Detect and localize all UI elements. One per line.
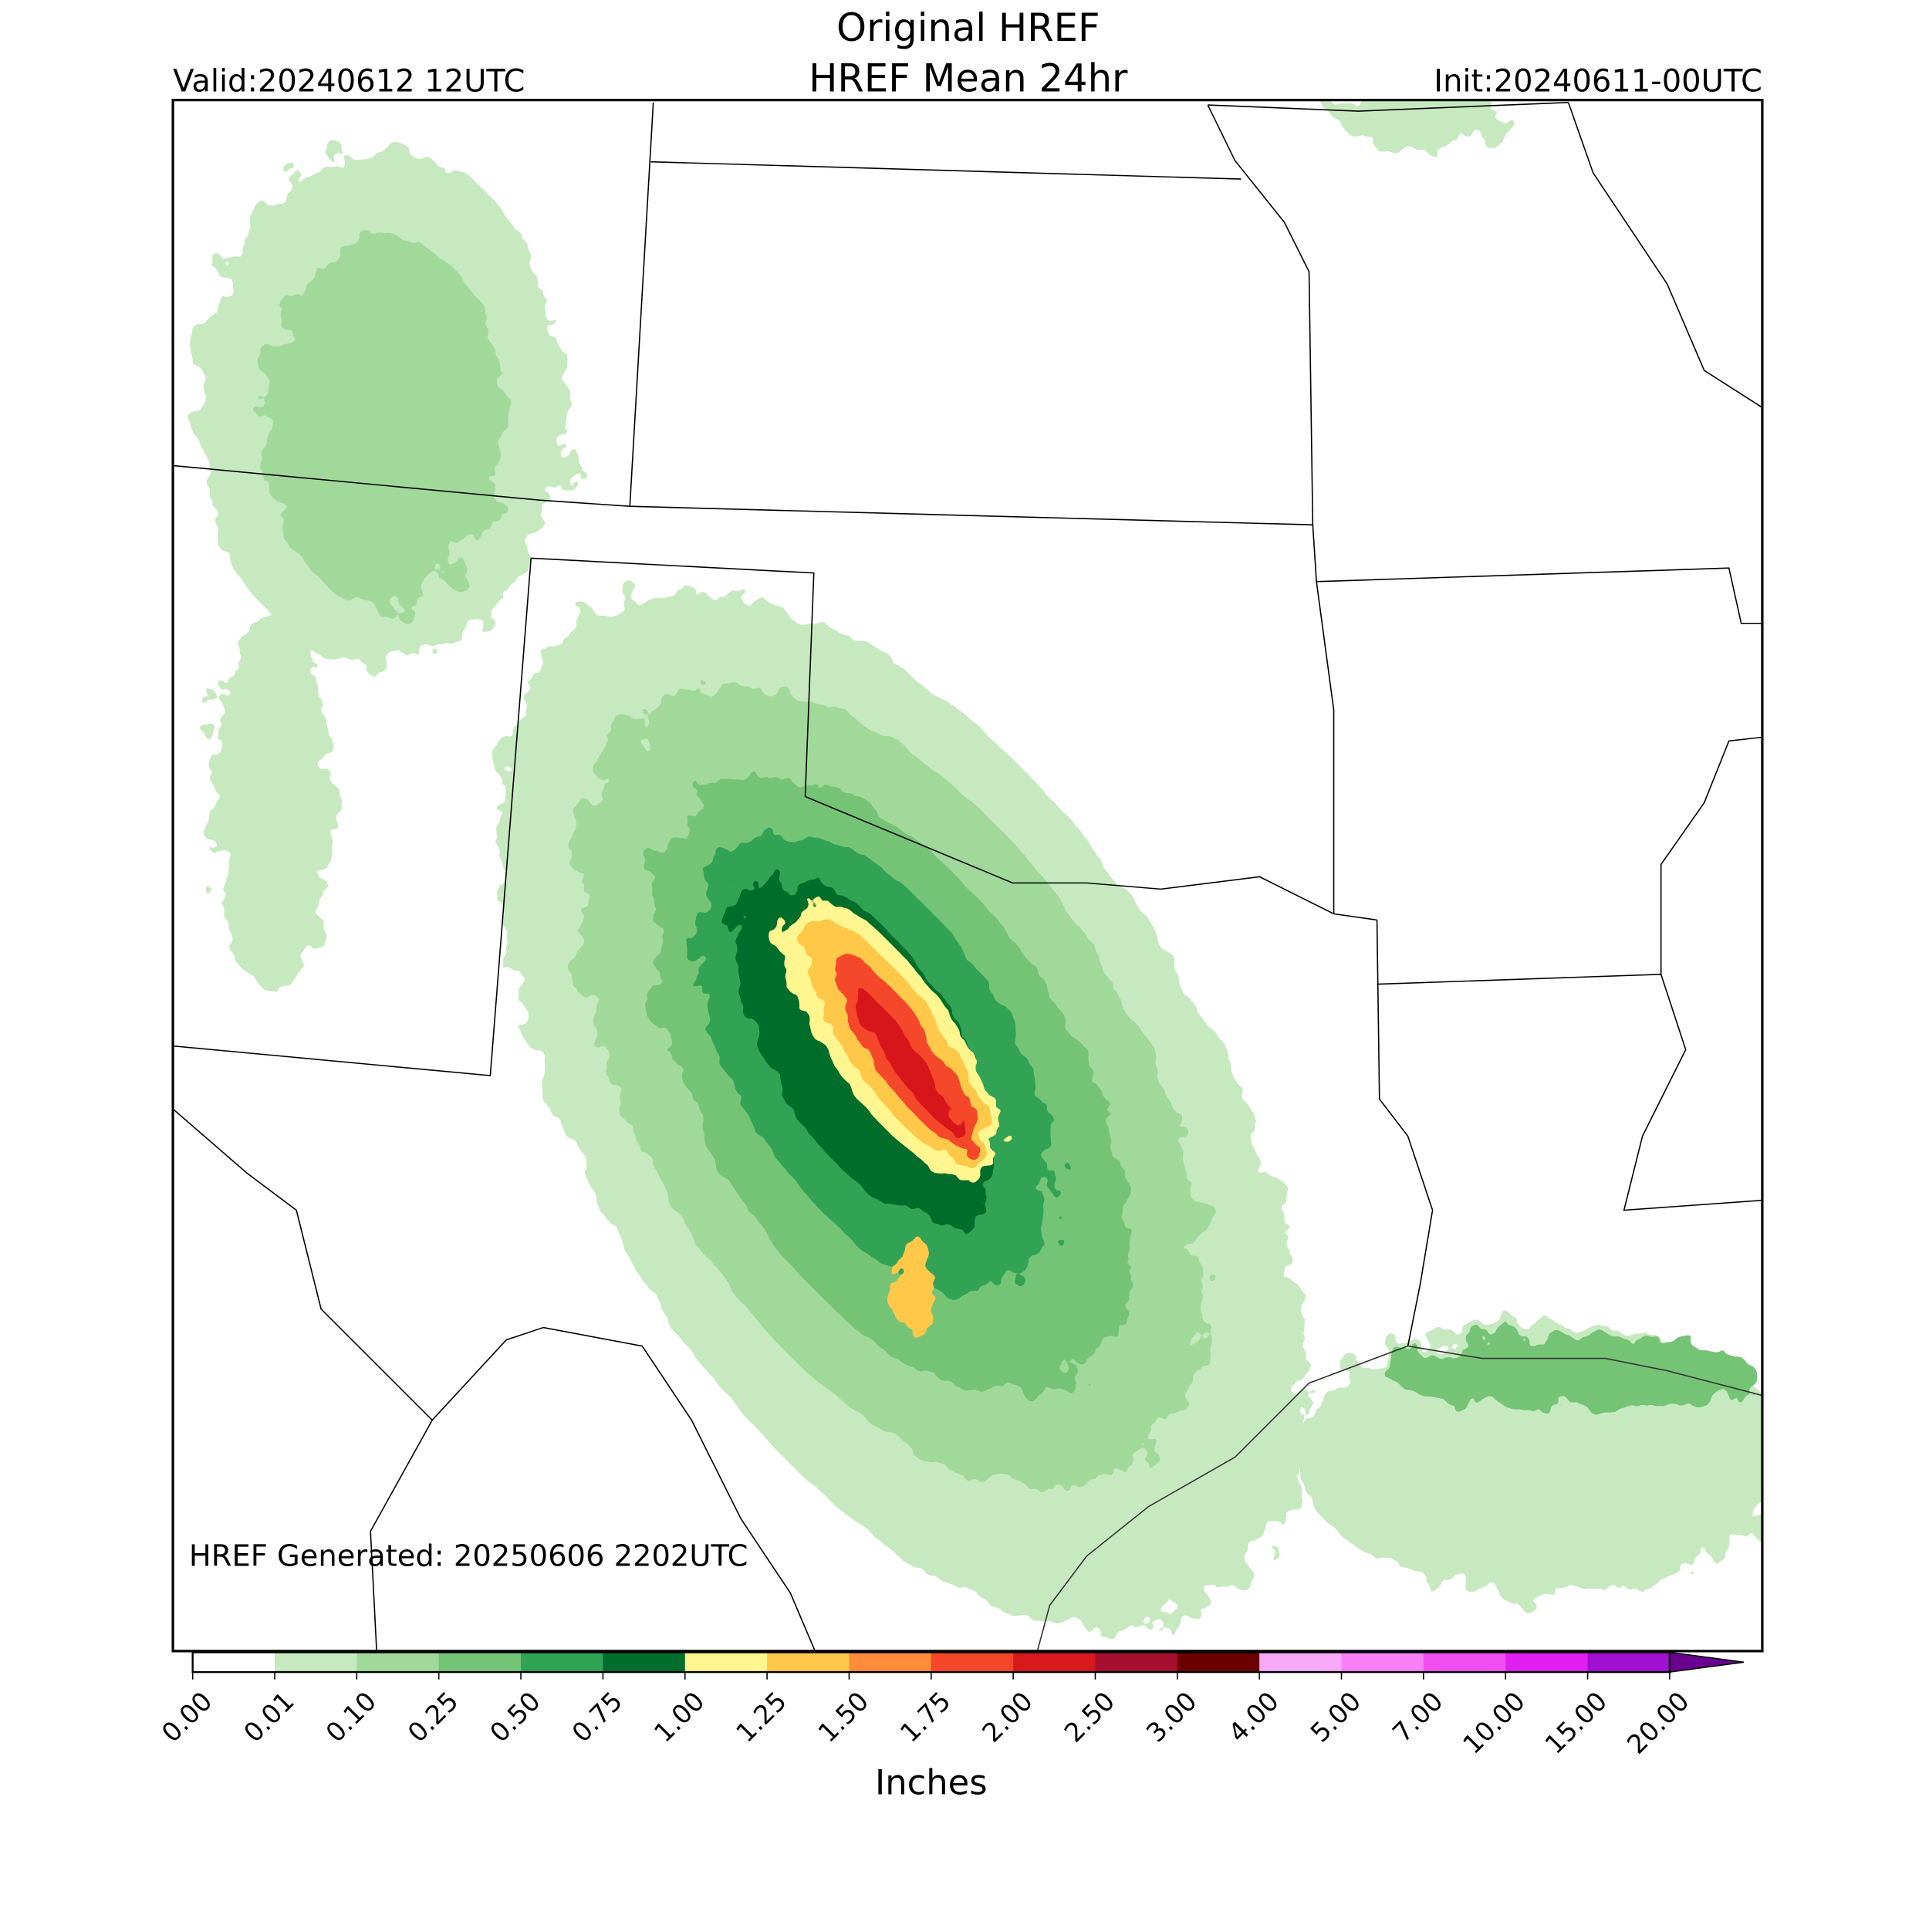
init-time: Init:20240611-00UTC [1434, 63, 1762, 99]
precip-area [1333, 100, 1507, 149]
precip-area [895, 1235, 933, 1334]
colorbar-tick-label: 0.01 [238, 1686, 299, 1748]
colorbar-bin [192, 1652, 275, 1673]
colorbar-tick-label: 15.00 [1539, 1686, 1613, 1760]
valid-time: Valid:20240612 12UTC [173, 63, 525, 99]
colorbar-bin [521, 1652, 603, 1673]
colorbar-bin [767, 1652, 850, 1673]
colorbar-label: Inches [875, 1762, 988, 1803]
colorbar-bin [684, 1652, 768, 1673]
colorbar-tick-label: 0.00 [156, 1686, 218, 1748]
colorbar-tick-label: 4.00 [1222, 1686, 1284, 1748]
subtitle: HREF Mean 24hr [809, 56, 1128, 100]
colorbar-bin [1177, 1652, 1260, 1673]
colorbar-tick-label: 0.25 [402, 1686, 464, 1748]
colorbar-bin [1587, 1652, 1671, 1673]
colorbar-tick-label: 2.50 [1059, 1686, 1120, 1748]
precip-area [1383, 1333, 1754, 1408]
colorbar-bin [603, 1652, 686, 1673]
colorbar-bin [438, 1652, 522, 1673]
map [173, 100, 1762, 1651]
colorbar-tick-label: 10.00 [1457, 1686, 1531, 1760]
colorbar-tick-label: 1.75 [894, 1686, 956, 1748]
colorbar-bin [1505, 1652, 1589, 1673]
colorbar-tick-label: 5.00 [1305, 1686, 1367, 1748]
colorbar-tick-label: 1.00 [648, 1686, 710, 1748]
precip-area [259, 235, 507, 606]
colorbar-bin [931, 1652, 1014, 1673]
title: Original HREF [836, 5, 1100, 50]
colorbar-tick-label: 7.00 [1387, 1686, 1448, 1748]
colorbar-tick-label: 2.00 [976, 1686, 1038, 1748]
colorbar-bin [1013, 1652, 1096, 1673]
colorbar-tick-label: 0.75 [566, 1686, 628, 1748]
colorbar-tick-label: 3.00 [1140, 1686, 1202, 1748]
colorbar-bin [1095, 1652, 1178, 1673]
borders [173, 102, 1762, 1651]
colorbar-bin [275, 1652, 357, 1673]
colorbar-bin [1341, 1652, 1424, 1673]
colorbar-tick-label: 0.50 [484, 1686, 546, 1748]
colorbar-extend [1669, 1651, 1745, 1674]
colorbar-bin [1259, 1652, 1342, 1673]
colorbar-tick-label: 1.25 [730, 1686, 792, 1748]
colorbar-bin [356, 1652, 440, 1673]
colorbar: 0.00 0.01 0.10 0.25 0.50 0.75 1.00 1.25 1.50 1.75… [156, 1651, 1745, 1760]
colorbar-bin [849, 1652, 932, 1673]
generated-note: HREF Generated: 20250606 2202UTC [189, 1539, 748, 1573]
precip-area [856, 991, 959, 1133]
colorbar-tick-label: 1.50 [812, 1686, 874, 1748]
colorbar-tick-label: 0.10 [320, 1686, 382, 1748]
colorbar-bin [1423, 1652, 1506, 1673]
precip-field [198, 100, 1762, 1630]
precip-area [210, 617, 334, 988]
map-frame [171, 99, 1764, 1653]
colorbar-tick-label: 20.00 [1621, 1686, 1695, 1760]
